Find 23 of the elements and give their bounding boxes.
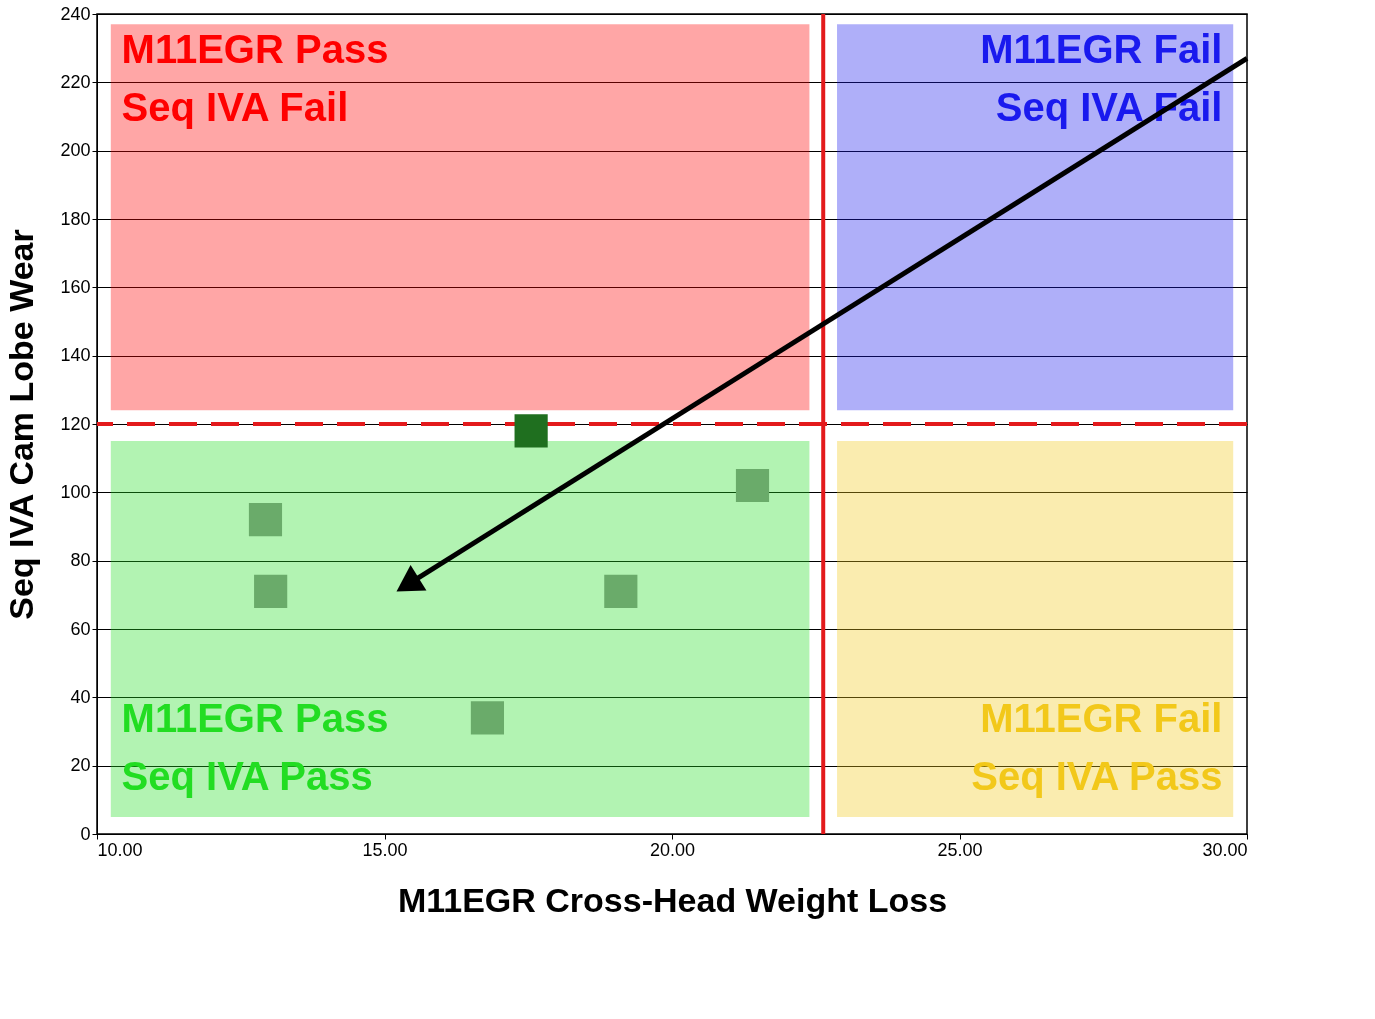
y-tick-label: 80	[70, 550, 91, 571]
y-tick-label: 140	[60, 345, 91, 366]
y-tick-label: 0	[80, 823, 91, 844]
y-tick-label: 240	[60, 3, 91, 24]
y-tick-label: 180	[60, 208, 91, 229]
y-tick-label: 220	[60, 71, 91, 92]
band-label: M11EGR Fail Seq IVA Pass	[971, 696, 1223, 799]
y-tick-label: 40	[70, 686, 91, 707]
x-tick-label: 25.00	[937, 839, 983, 860]
y-axis-title: Seq IVA Cam Lobe Wear	[2, 229, 41, 620]
y-tick-label: 200	[60, 140, 91, 161]
y-tick-label: 20	[70, 755, 91, 776]
y-tick-label: 160	[60, 276, 91, 297]
x-tick-label: 20.00	[649, 839, 696, 860]
y-tick-label: 60	[70, 618, 91, 639]
x-tick-label: 30.00	[1202, 839, 1248, 860]
x-tick-label: 10.00	[97, 839, 143, 860]
x-axis-title: M11EGR Cross-Head Weight Loss	[397, 880, 948, 919]
band-label: M11EGR Pass Seq IVA Fail	[121, 27, 389, 130]
y-tick-label: 100	[60, 481, 91, 502]
band-label: M11EGR Pass Seq IVA Pass	[121, 696, 389, 799]
x-tick-label: 15.00	[362, 839, 408, 860]
y-tick-label: 120	[60, 413, 91, 434]
